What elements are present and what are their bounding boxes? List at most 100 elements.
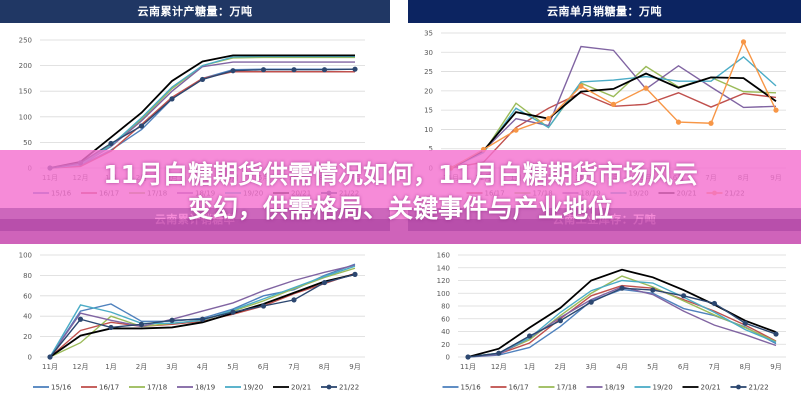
line-chart: 0 20 40 60 80 100 120 140 160 11月 12月 1月 2月 3月 4月 5月 6月 7… [437, 252, 786, 392]
legend-label: 19/20 [243, 384, 263, 392]
x-tick-label: 5月 [647, 363, 658, 371]
series-line [467, 279, 777, 358]
x-tick-label: 3月 [585, 363, 596, 371]
y-tick-label: 80 [23, 272, 32, 280]
legend-item: 21/22 [321, 384, 359, 392]
x-tick-label: 1月 [524, 363, 535, 371]
x-tick-label: 11月 [42, 363, 58, 371]
data-point-marker [527, 333, 533, 339]
x-tick-label: 4月 [616, 363, 627, 371]
x-tick-label: 7月 [709, 363, 720, 371]
data-point-marker [291, 297, 297, 303]
legend-marker-icon [326, 384, 332, 390]
series-line [450, 72, 777, 169]
data-point-marker [619, 285, 625, 291]
data-point-marker [513, 127, 519, 133]
legend-item: 16/17 [490, 384, 529, 392]
data-point-marker [230, 309, 236, 315]
legend-label: 20/21 [701, 384, 721, 392]
headline-banner-strip [0, 219, 801, 244]
y-tick-label: 150 [19, 88, 32, 96]
data-point-marker [138, 321, 145, 327]
legend-item: 17/18 [538, 384, 577, 392]
x-tick-label: 6月 [678, 363, 689, 371]
data-point-marker [650, 287, 656, 293]
x-tick-label: 12月 [491, 363, 507, 371]
data-point-marker [465, 354, 471, 360]
data-point-marker [773, 331, 779, 337]
legend-label: 18/19 [605, 384, 625, 392]
x-tick-label: 12月 [73, 363, 89, 371]
y-tick-label: 20 [23, 333, 32, 341]
data-point-marker [578, 83, 584, 89]
data-point-marker [47, 354, 53, 360]
data-point-marker [681, 293, 687, 299]
series-line [450, 45, 777, 169]
legend-marker-icon [736, 384, 741, 390]
data-point-marker [260, 303, 267, 309]
y-tick-label: 10 [424, 126, 433, 134]
y-tick-label: 100 [19, 113, 32, 121]
data-point-marker [77, 316, 84, 322]
y-tick-label: 160 [437, 252, 450, 260]
y-tick-label: 80 [441, 303, 450, 311]
data-point-marker [108, 324, 114, 331]
series-line [49, 272, 356, 358]
x-tick-label: 2月 [136, 363, 147, 371]
y-tick-label: 30 [424, 49, 433, 57]
data-point-marker [773, 107, 779, 113]
data-point-marker [557, 318, 563, 324]
headline: 11月白糖期货供需情况如何，11月白糖期货市场风云 变幻，供需格局、关键事件与产… [0, 158, 801, 226]
x-tick-label: 5月 [227, 363, 238, 371]
legend-item: 18/19 [586, 384, 625, 392]
y-tick-label: 0 [28, 354, 32, 362]
series-line [49, 54, 355, 169]
y-tick-label: 40 [23, 313, 32, 321]
chart-title: 云南单月销糖量：万吨 [408, 0, 801, 23]
x-tick-label: 7月 [288, 363, 299, 371]
series-line [450, 65, 777, 169]
data-point-marker [199, 316, 206, 322]
y-tick-label: 60 [23, 292, 32, 300]
chart-panel-industrial-inventory: 云南工业库存：万吨 02040608010012014016011月12月1月2… [408, 208, 801, 400]
data-point-marker [545, 116, 552, 122]
y-tick-label: 25 [424, 68, 433, 76]
data-point-marker [230, 68, 236, 74]
y-tick-label: 20 [424, 87, 433, 95]
series-line [450, 56, 777, 169]
x-tick-label: 8月 [319, 363, 330, 371]
legend-label: 20/21 [291, 384, 311, 392]
legend-item: 15/16 [33, 384, 72, 392]
y-tick-label: 140 [437, 264, 450, 272]
data-point-marker [199, 76, 206, 83]
data-point-marker [610, 101, 617, 107]
y-tick-label: 100 [19, 252, 32, 260]
data-point-marker [291, 67, 297, 73]
y-tick-label: 60 [441, 315, 450, 323]
legend-item: 20/21 [682, 384, 721, 392]
legend-item: 21/22 [730, 384, 769, 392]
x-tick-label: 9月 [349, 363, 360, 371]
x-tick-label: 8月 [739, 363, 750, 371]
legend-label: 21/22 [749, 384, 769, 392]
legend-label: 16/17 [509, 384, 529, 392]
data-point-marker [321, 279, 328, 286]
data-point-marker [169, 96, 175, 102]
x-tick-label: 9月 [770, 363, 781, 371]
legend-label: 16/17 [99, 384, 119, 392]
legend-item: 17/18 [129, 384, 167, 392]
data-point-marker [352, 66, 358, 72]
data-point-marker [138, 123, 145, 129]
y-tick-label: 250 [19, 37, 32, 45]
headline-banner [0, 150, 801, 244]
legend-label: 17/18 [147, 384, 167, 392]
legend-item: 16/17 [81, 384, 119, 392]
x-tick-label: 4月 [197, 363, 208, 371]
data-point-marker [496, 350, 502, 356]
data-point-marker [588, 299, 594, 305]
line-chart: 0 20 40 60 80 100 11月 12月 1月 2月 3月 4月 5月 6月 7月 8月 9月 15/1… [19, 252, 365, 392]
data-point-marker [169, 317, 175, 323]
y-tick-label: 5 [429, 145, 433, 153]
y-tick-label: 50 [23, 139, 32, 147]
data-point-marker [321, 67, 328, 73]
